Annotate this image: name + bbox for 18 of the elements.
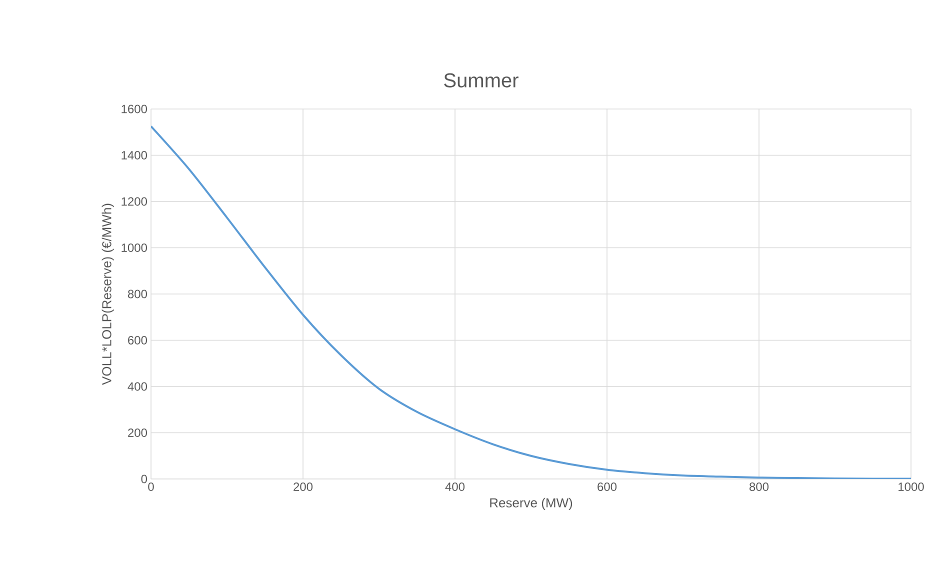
y-tick-label: 200 <box>128 428 148 437</box>
x-tick-label: 400 <box>445 482 465 492</box>
y-tick-label: 1400 <box>122 150 148 160</box>
x-axis-title: Reserve (MW) <box>490 498 572 510</box>
y-tick-label: 800 <box>128 290 148 298</box>
y-tick-label: 600 <box>128 336 148 344</box>
x-tick-label: 200 <box>294 482 313 492</box>
y-tick-label: 400 <box>128 382 148 391</box>
y-axis-title: VOLL*LOLP(Reserve) (€/MWh) <box>102 204 114 385</box>
x-tick-label: 1000 <box>898 482 924 492</box>
y-tick-label: 1200 <box>122 197 148 206</box>
x-tick-label: 800 <box>750 482 769 492</box>
y-tick-label: 1600 <box>122 104 148 114</box>
x-tick-label: 0 <box>148 482 154 492</box>
x-tick-label: 600 <box>598 482 617 492</box>
y-tick-label: 0 <box>141 474 148 484</box>
chart-title: Summer <box>444 73 518 88</box>
y-tick-label: 1000 <box>122 243 148 252</box>
